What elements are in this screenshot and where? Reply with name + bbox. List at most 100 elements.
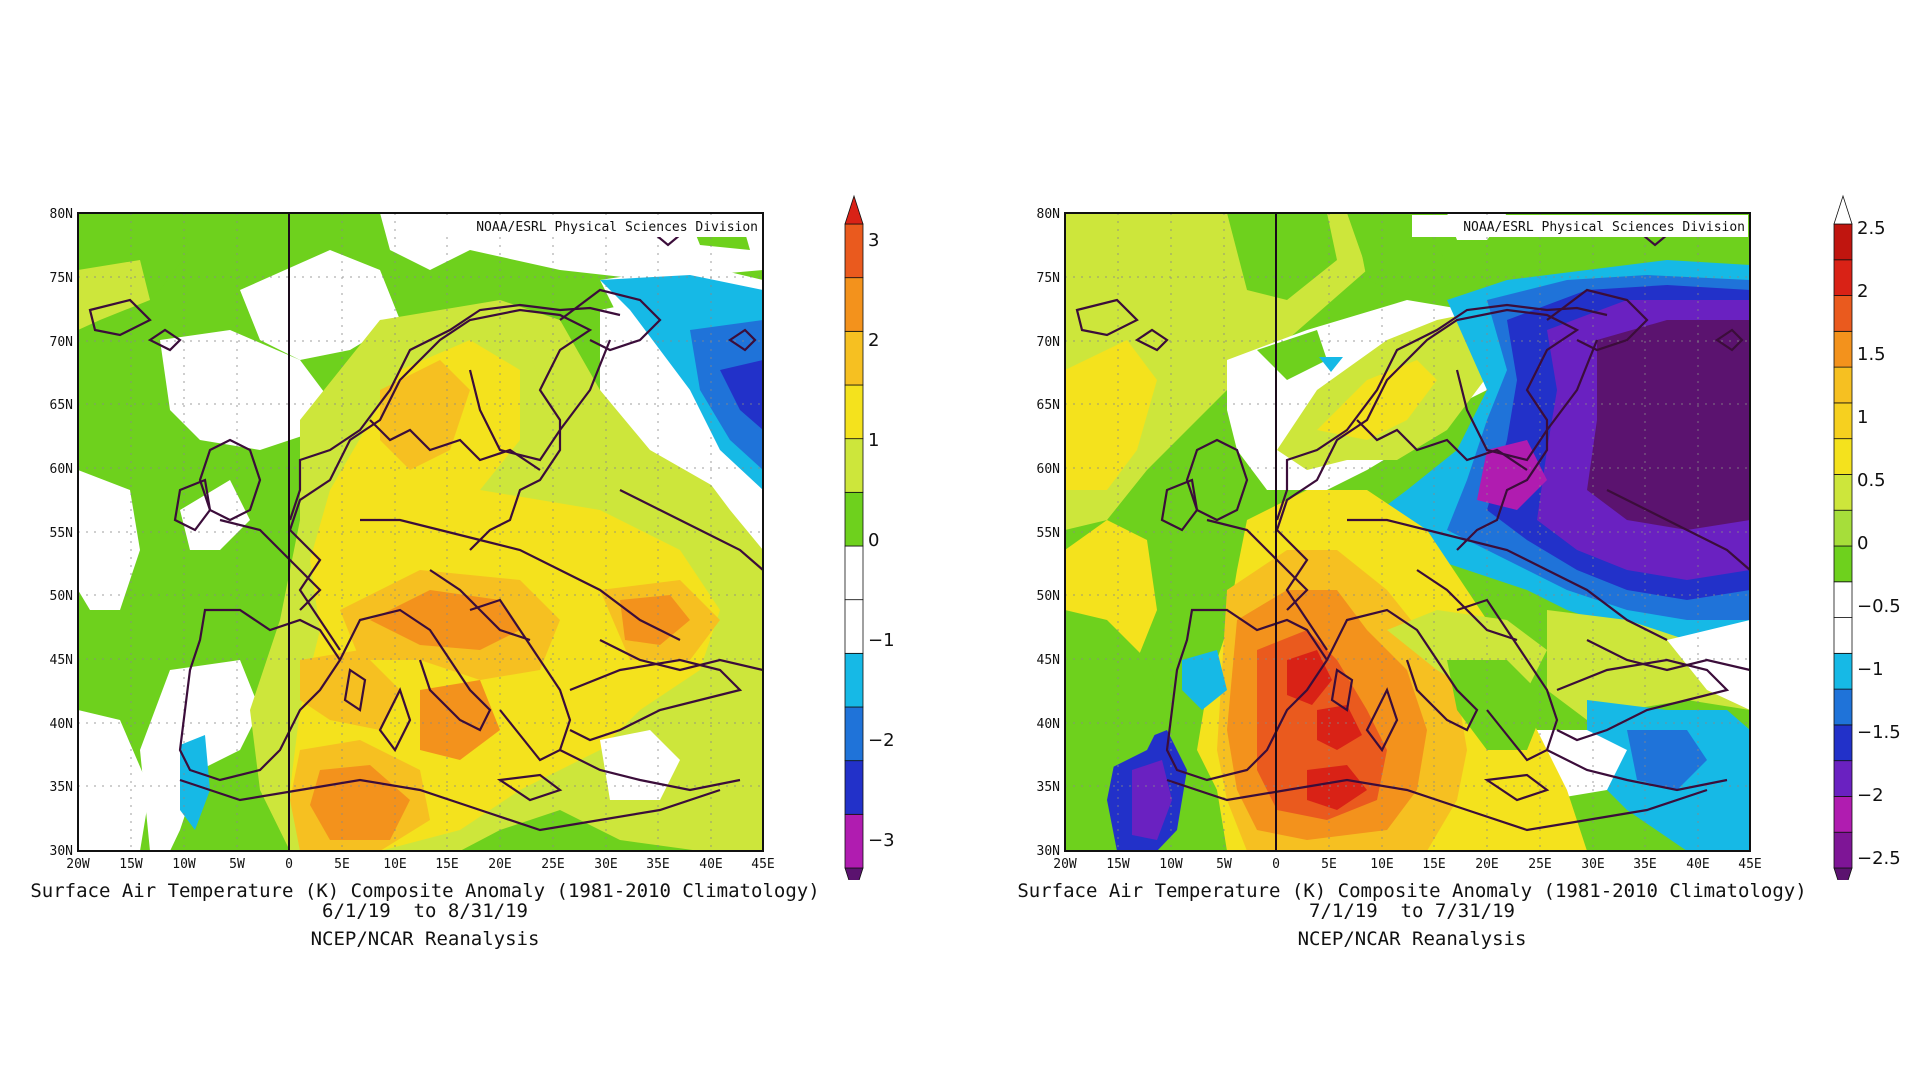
left-caption-title: Surface Air Temperature (K) Composite An… <box>30 880 820 902</box>
lat-label: 60N <box>50 462 73 477</box>
lon-label: 20E <box>488 857 511 872</box>
colorbar-swatch <box>844 760 864 815</box>
lon-label: 15W <box>119 857 143 872</box>
lon-label: 15W <box>1106 857 1130 872</box>
lat-label: 70N <box>1037 335 1060 350</box>
lon-label: 30E <box>1581 857 1604 872</box>
right-coastlines <box>1075 223 1751 832</box>
right-map-panel: NOAA/ESRL Physical Sciences Division 80N… <box>987 190 1920 970</box>
lat-label: 50N <box>50 589 73 604</box>
colorbar-label: −2.5 <box>1857 848 1901 869</box>
cold-marker-icon <box>1319 357 1343 372</box>
lon-label: 40E <box>1686 857 1709 872</box>
lon-label: 10W <box>172 857 196 872</box>
lon-label: 45E <box>751 857 774 872</box>
colorbar-swatch <box>844 599 864 654</box>
lat-label: 40N <box>1037 717 1060 732</box>
colorbar-label: −2 <box>1857 785 1884 806</box>
left-colorbar: 3 2 1 0 −1 −2 −3 <box>844 194 895 880</box>
left-caption-dates: 6/1/19 to 8/31/19 <box>322 900 528 922</box>
colorbar-label: −0.5 <box>1857 596 1901 617</box>
lon-label: 20W <box>66 857 90 872</box>
lat-label: 40N <box>50 717 73 732</box>
lon-label: 5W <box>1216 857 1232 872</box>
lat-label: 35N <box>50 780 73 795</box>
right-lat-labels: 80N 75N 70N 65N 60N 55N 50N 45N 40N 35N … <box>1037 207 1060 859</box>
colorbar-swatch <box>1833 366 1853 404</box>
lat-label: 80N <box>50 207 73 222</box>
lat-label: 50N <box>1037 589 1060 604</box>
colorbar-label: −1 <box>1857 659 1884 680</box>
colorbar-label: 0.5 <box>1857 470 1886 491</box>
colorbar-swatch <box>1833 509 1853 547</box>
right-map-area: NOAA/ESRL Physical Sciences Division <box>1064 212 1751 852</box>
colorbar-swatch <box>1833 724 1853 762</box>
lon-label: 25E <box>1528 857 1551 872</box>
lon-label: 45E <box>1738 857 1761 872</box>
colorbar-swatch <box>1833 688 1853 726</box>
colorbar-swatch <box>1833 402 1853 440</box>
colorbar-swatch <box>1833 581 1853 618</box>
lat-label: 45N <box>1037 653 1060 668</box>
left-lat-labels: 80N 75N 70N 65N 60N 55N 50N 45N 40N 35N … <box>50 207 73 859</box>
colorbar-swatch <box>844 277 864 332</box>
colorbar-swatch <box>1833 545 1853 583</box>
lon-label: 35E <box>646 857 669 872</box>
colorbar-swatch <box>844 652 864 708</box>
lon-label: 10W <box>1159 857 1183 872</box>
lon-label: 25E <box>541 857 564 872</box>
colorbar-swatch <box>1833 259 1853 296</box>
colorbar-label: 3 <box>868 230 879 251</box>
colorbar-swatch <box>1833 295 1853 332</box>
colorbar-swatch <box>844 706 864 762</box>
right-caption-title: Surface Air Temperature (K) Composite An… <box>1017 880 1807 902</box>
lat-label: 35N <box>1037 780 1060 795</box>
right-caption-dates: 7/1/19 to 7/31/19 <box>1309 900 1515 922</box>
colorbar-swatch <box>1833 223 1853 261</box>
colorbar-swatch <box>844 491 864 547</box>
lat-label: 80N <box>1037 207 1060 222</box>
lon-label: 10E <box>1370 857 1393 872</box>
colorbar-label: 2 <box>868 330 879 351</box>
colorbar-label: 1 <box>868 430 879 451</box>
left-credit-text: NOAA/ESRL Physical Sciences Division <box>476 220 758 235</box>
colorbar-label: 2 <box>1857 281 1868 302</box>
colorbar-swatch <box>844 813 864 869</box>
colorbar-swatch <box>1833 867 1853 880</box>
right-map-svg: NOAA/ESRL Physical Sciences Division 80N… <box>1037 194 1901 880</box>
colorbar-swatch <box>844 545 864 601</box>
lon-label: 0 <box>1272 857 1280 872</box>
colorbar-label: 0 <box>868 530 879 551</box>
colorbar-swatch <box>844 438 864 493</box>
colorbar-swatch <box>1833 617 1853 654</box>
lat-label: 75N <box>1037 271 1060 286</box>
lon-label: 15E <box>1422 857 1445 872</box>
lon-label: 35E <box>1633 857 1656 872</box>
colorbar-swatch <box>1833 474 1853 511</box>
lon-label: 0 <box>285 857 293 872</box>
colorbar-swatch <box>1833 760 1853 797</box>
left-caption-source: NCEP/NCAR Reanalysis <box>310 928 540 950</box>
colorbar-swatch <box>1833 438 1853 475</box>
colorbar-swatch <box>1833 652 1853 690</box>
right-caption-source: NCEP/NCAR Reanalysis <box>1297 928 1527 950</box>
lat-label: 30N <box>50 844 73 859</box>
lon-label: 5E <box>334 857 350 872</box>
colorbar-swatch <box>844 194 864 225</box>
right-credit-text: NOAA/ESRL Physical Sciences Division <box>1463 220 1745 235</box>
lat-label: 55N <box>50 526 73 541</box>
lat-label: 60N <box>1037 462 1060 477</box>
colorbar-swatch <box>1833 194 1853 225</box>
colorbar-label: 1 <box>1857 407 1868 428</box>
lat-label: 70N <box>50 335 73 350</box>
colorbar-swatch <box>844 330 864 386</box>
lon-label: 30E <box>594 857 617 872</box>
lon-label: 10E <box>383 857 406 872</box>
colorbar-label: −2 <box>868 730 895 751</box>
lon-label: 20W <box>1053 857 1077 872</box>
lon-label: 20E <box>1475 857 1498 872</box>
colorbar-label: 0 <box>1857 533 1868 554</box>
lat-label: 30N <box>1037 844 1060 859</box>
left-map-svg: NOAA/ESRL Physical Sciences Division 80N… <box>50 194 895 880</box>
lon-label: 5W <box>229 857 245 872</box>
